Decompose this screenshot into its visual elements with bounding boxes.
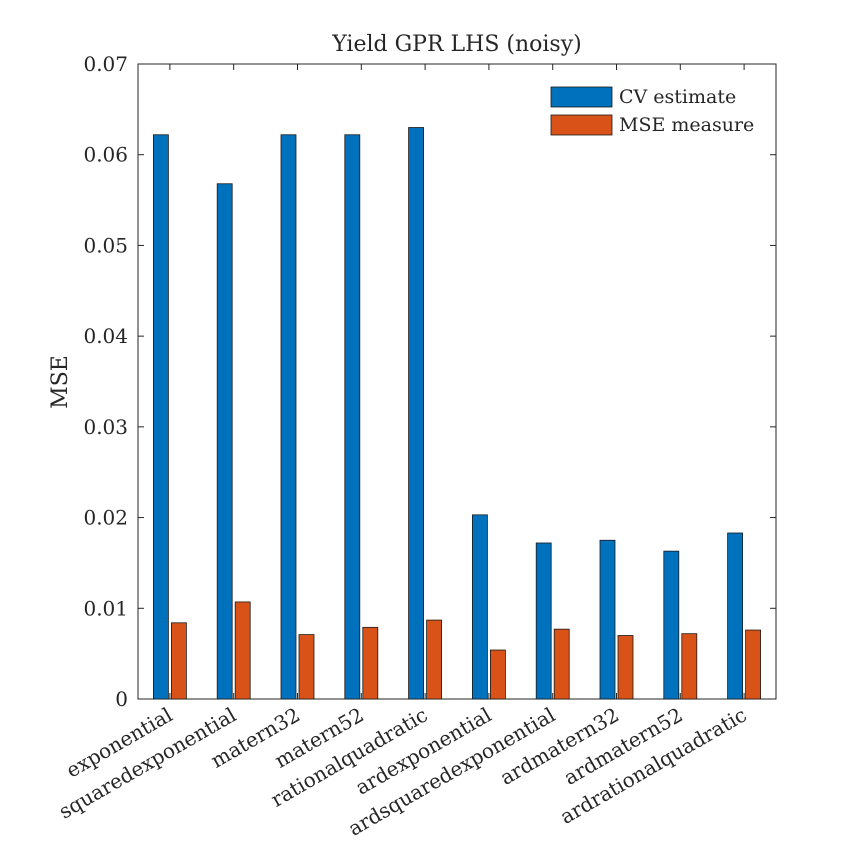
- axes-box: [137, 63, 777, 700]
- bar-cv-estimate-ardrationalquadratic: [727, 532, 743, 700]
- bar-cv-estimate-matern52: [344, 134, 361, 700]
- bar-cv-estimate-exponential: [152, 134, 169, 700]
- y-tick-label: 0.02: [83, 506, 128, 530]
- bar-mse-measure-exponential: [170, 622, 187, 700]
- bar-mse-measure-ardexponential: [489, 649, 506, 700]
- legend-label: MSE measure: [619, 114, 754, 136]
- y-tick-label: 0.06: [83, 143, 128, 167]
- legend: CV estimate MSE measure: [550, 86, 754, 136]
- bar-mse-measure-squaredexponential: [234, 601, 251, 700]
- bar-cv-estimate-ardmatern52: [663, 550, 680, 700]
- legend-swatch: [550, 86, 613, 108]
- bar-cv-estimate-squaredexponential: [216, 183, 233, 700]
- bar-cv-estimate-ardsquaredexponential: [535, 542, 552, 700]
- bar-mse-measure-rationalquadratic: [426, 619, 443, 700]
- bar-mse-measure-ardmatern52: [681, 633, 698, 700]
- bar-mse-measure-matern32: [298, 634, 315, 700]
- bar-mse-measure-ardrationalquadratic: [745, 629, 761, 700]
- bar-mse-measure-ardmatern32: [617, 635, 634, 700]
- y-tick-label: 0.05: [83, 233, 128, 257]
- y-axis-label: MSE: [48, 355, 73, 409]
- y-tick-label: 0: [115, 687, 128, 711]
- bar-mse-measure-ardsquaredexponential: [553, 628, 570, 700]
- legend-label: CV estimate: [619, 86, 736, 108]
- bar-mse-measure-matern52: [362, 626, 379, 700]
- chart-title: Yield GPR LHS (noisy): [331, 32, 581, 57]
- bar-cv-estimate-rationalquadratic: [408, 127, 425, 700]
- y-tick-label: 0.01: [83, 596, 128, 620]
- y-tick-label: 0.04: [83, 324, 128, 348]
- bar-cv-estimate-ardmatern32: [599, 539, 616, 700]
- y-tick-label: 0.03: [83, 415, 128, 439]
- bar-cv-estimate-ardexponential: [471, 514, 488, 700]
- bar-cv-estimate-matern32: [280, 134, 297, 700]
- y-tick-label: 0.07: [83, 52, 128, 76]
- legend-swatch: [550, 114, 613, 136]
- plot-area: 00.010.020.030.040.050.060.07exponential…: [55, 52, 777, 841]
